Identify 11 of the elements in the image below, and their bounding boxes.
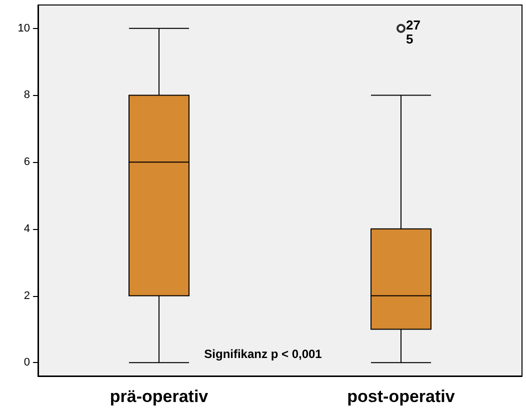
y-tick-label: 4 [24,222,30,235]
annotation: 5 [406,31,414,46]
y-tick-label: 6 [24,156,30,168]
y-tick-label: 2 [24,290,30,302]
annotation: Signifikanz p < 0,001 [204,347,322,361]
x-tick-label: prä-operativ [110,387,209,406]
y-tick-label: 8 [24,89,30,102]
x-tick-label: post-operativ [347,387,456,406]
y-tick-label: 10 [18,22,30,34]
y-tick-label: 0 [24,356,30,369]
annotation: 27 [406,17,420,32]
